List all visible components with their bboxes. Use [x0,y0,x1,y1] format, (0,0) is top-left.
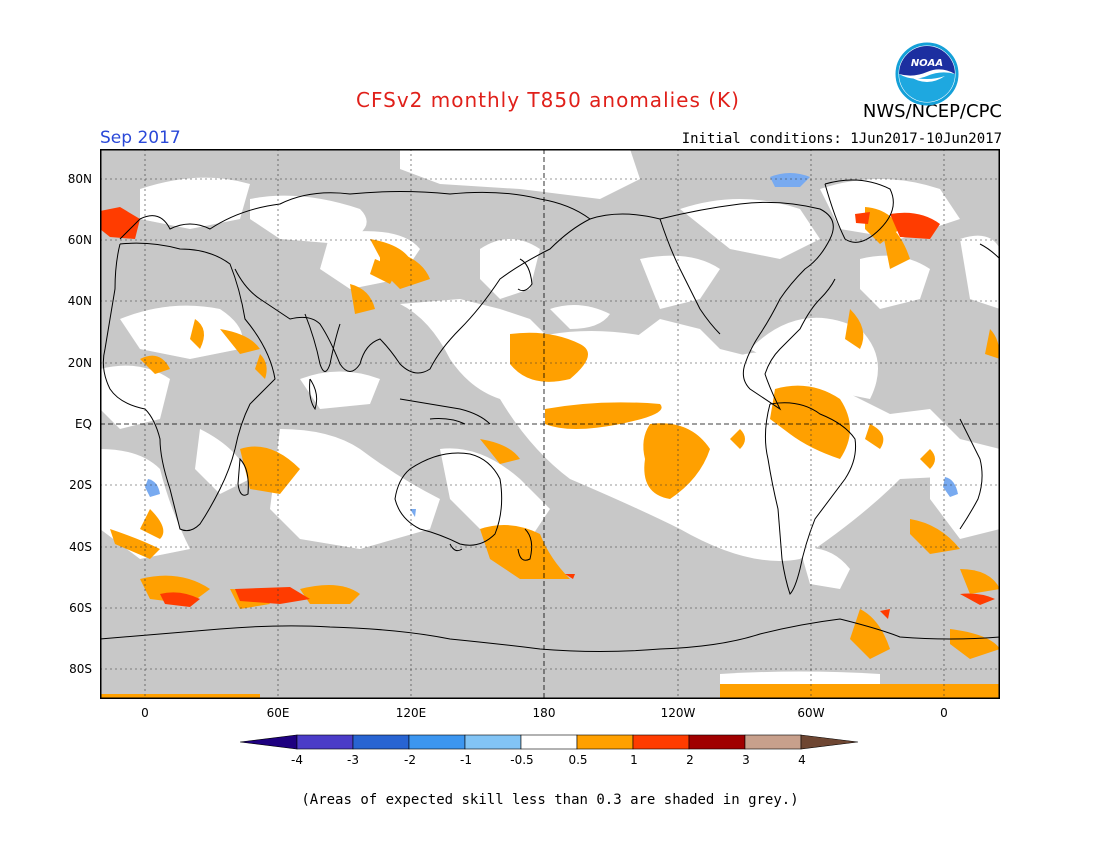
lon-label: 0 [141,706,149,720]
equator-and-dateline [100,149,1000,699]
lon-label: 0 [940,706,948,720]
noaa-logo: NOAA [895,42,959,106]
colorbar-swatch [632,734,690,750]
strong-positive-anomaly-regions [100,207,995,619]
colorbar-swatch [352,734,410,750]
lat-label: 60S [69,601,92,615]
lon-label: 120E [395,706,427,720]
colorbar-label: 1 [630,753,638,767]
lat-label: 20N [67,356,92,370]
colorbar-label: 3 [742,753,750,767]
colorbar-label: -4 [291,753,303,767]
colorbar-label: -2 [404,753,416,767]
map-frame [100,149,1000,699]
colorbar-swatch [520,734,578,750]
lat-label: 40N [67,294,92,308]
colorbar-swatch [296,734,354,750]
valid-month-label: Sep 2017 [100,128,181,148]
lat-label: 20S [69,478,92,492]
lat-label: 60N [67,233,92,247]
colorbar [240,734,859,750]
colorbar-swatch [576,734,634,750]
lon-label: 180 [532,706,556,720]
colorbar-arrow-high [800,734,859,750]
lat-label: 80S [69,662,92,676]
colorbar-label: -1 [460,753,472,767]
lat-label: 80N [67,172,92,186]
colorbar-label: 0.5 [568,753,588,767]
chart-title: CFSv2 monthly T850 anomalies (K) [356,88,740,112]
colorbar-swatch [744,734,802,750]
lon-label: 60W [797,706,825,720]
anomaly-map [100,149,1000,699]
colorbar-label: 2 [686,753,694,767]
colorbar-label: -3 [347,753,359,767]
lon-label: 60E [266,706,290,720]
initial-conditions-label: Initial conditions: 1Jun2017-10Jun2017 [681,131,1002,147]
colorbar-swatch [688,734,746,750]
coastlines [100,179,1000,652]
logo-text: NOAA [911,58,943,69]
colorbar-swatch [408,734,466,750]
lat-label: 40S [69,540,92,554]
colorbar-label: 4 [798,753,806,767]
negative-anomaly-regions [145,173,958,517]
colorbar-label: -0.5 [510,753,534,767]
lon-label: 120W [660,706,696,720]
colorbar-swatch [464,734,522,750]
organization-label: NWS/NCEP/CPC [862,101,1002,122]
footnote: (Areas of expected skill less than 0.3 a… [301,792,799,808]
colorbar-arrow-low [240,734,298,750]
lat-label: EQ [74,417,92,431]
